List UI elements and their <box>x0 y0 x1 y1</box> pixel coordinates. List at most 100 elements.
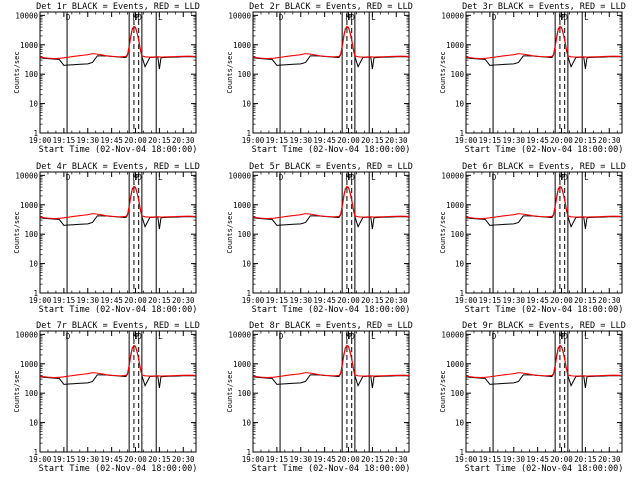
lld-line <box>252 25 410 60</box>
y-axis-label: Counts/sec <box>439 370 447 412</box>
y-tick-label: 10000 <box>15 171 38 180</box>
x-tick-label: 19:15 <box>53 136 76 145</box>
y-axis-label: Counts/sec <box>13 370 21 412</box>
x-tick-label: 20:30 <box>385 296 408 305</box>
y-tick-label: 100 <box>24 389 38 398</box>
plot-frame <box>252 171 410 294</box>
lld-line <box>39 185 197 220</box>
x-axis-label: Start Time (02-Nov-04 18:00:00) <box>465 145 624 155</box>
x-tick-label: 20:00 <box>337 296 360 305</box>
marker-letter: N <box>346 332 351 341</box>
panel-det-8: Det 8r BLACK = Events, RED = LLD 1 10 100 10… <box>226 321 413 474</box>
marker-letter: L <box>158 173 163 182</box>
x-tick-label: 20:15 <box>574 136 597 145</box>
marker-letter: D <box>350 332 355 341</box>
y-tick-label: 10 <box>455 100 465 109</box>
events-line <box>252 186 410 230</box>
marker-letter: D <box>492 332 497 341</box>
x-tick-label: 19:45 <box>526 136 549 145</box>
marker-letter: D <box>492 13 497 22</box>
x-axis-label: Start Time (02-Nov-04 18:00:00) <box>252 145 411 155</box>
x-tick-label: 19:30 <box>76 455 99 464</box>
x-tick-label: 19:15 <box>53 296 76 305</box>
x-tick-label: 20:00 <box>124 136 147 145</box>
y-tick-label: 1000 <box>233 201 252 210</box>
x-tick-label: 20:30 <box>598 296 621 305</box>
marker-letter: P <box>560 13 565 22</box>
x-axis-label: Start Time (02-Nov-04 18:00:00) <box>465 305 624 315</box>
marker-letter: D <box>350 13 355 22</box>
y-tick-label: 1 <box>459 129 464 138</box>
x-tick-label: 19:00 <box>455 296 478 305</box>
x-tick-label: 20:00 <box>124 455 147 464</box>
x-tick-label: 19:45 <box>100 455 123 464</box>
y-tick-label: 1 <box>33 448 38 457</box>
x-tick-label: 20:30 <box>172 455 195 464</box>
x-tick-label: 20:15 <box>361 455 384 464</box>
y-tick-label: 10 <box>29 100 39 109</box>
y-tick-label: 100 <box>450 230 464 239</box>
marker-letter: L <box>371 13 376 22</box>
marker-letter: P <box>347 13 352 22</box>
plot-frame <box>465 11 623 134</box>
x-axis-label: Start Time (02-Nov-04 18:00:00) <box>252 464 411 474</box>
plot-frame <box>252 330 410 453</box>
y-tick-label: 1 <box>33 129 38 138</box>
x-tick-label: 19:30 <box>502 296 525 305</box>
y-tick-label: 100 <box>24 70 38 79</box>
marker-letter: N <box>133 173 138 182</box>
plot-frame <box>39 171 197 294</box>
events-line <box>252 26 410 70</box>
x-tick-label: 20:15 <box>148 296 171 305</box>
events-line <box>465 186 623 230</box>
y-axis-label: Counts/sec <box>226 370 234 412</box>
y-tick-label: 10 <box>29 260 39 269</box>
marker-letter: L <box>584 173 589 182</box>
marker-letter: P <box>134 332 139 341</box>
x-tick-label: 19:30 <box>502 455 525 464</box>
marker-letter: P <box>560 173 565 182</box>
y-axis-label: Counts/sec <box>226 51 234 93</box>
x-tick-label: 19:30 <box>76 296 99 305</box>
x-axis-label: Start Time (02-Nov-04 18:00:00) <box>252 305 411 315</box>
panel-title: Det 4r BLACK = Events, RED = LLD <box>36 162 200 172</box>
x-tick-label: 19:30 <box>289 136 312 145</box>
x-tick-label: 19:15 <box>266 455 289 464</box>
x-tick-label: 20:30 <box>172 136 195 145</box>
x-tick-label: 19:45 <box>313 455 336 464</box>
x-tick-label: 20:30 <box>598 455 621 464</box>
x-tick-label: 19:45 <box>526 296 549 305</box>
x-axis-label: Start Time (02-Nov-04 18:00:00) <box>39 305 198 315</box>
y-tick-label: 1 <box>246 129 251 138</box>
plot-frame <box>465 330 623 453</box>
marker-letter: N <box>346 13 351 22</box>
x-tick-label: 19:00 <box>29 296 52 305</box>
events-line <box>39 345 197 389</box>
marker-letter: L <box>584 332 589 341</box>
x-tick-label: 19:00 <box>29 455 52 464</box>
y-tick-label: 1 <box>459 448 464 457</box>
panel-title: Det 2r BLACK = Events, RED = LLD <box>249 2 413 12</box>
x-tick-label: 20:30 <box>385 136 408 145</box>
marker-letter: N <box>133 13 138 22</box>
marker-letter: D <box>563 13 568 22</box>
x-tick-label: 19:00 <box>455 136 478 145</box>
y-axis-label: Counts/sec <box>439 51 447 93</box>
y-tick-label: 1000 <box>20 41 39 50</box>
y-tick-label: 10 <box>242 100 252 109</box>
x-tick-label: 19:00 <box>455 455 478 464</box>
y-tick-label: 1000 <box>233 41 252 50</box>
marker-letter: P <box>134 13 139 22</box>
x-tick-label: 20:15 <box>361 136 384 145</box>
x-tick-label: 19:15 <box>53 455 76 464</box>
plot-frame <box>39 330 197 453</box>
y-tick-label: 10000 <box>441 330 464 339</box>
panel-det-4: Det 4r BLACK = Events, RED = LLD 1 10 100 10… <box>13 162 200 315</box>
panel-title: Det 7r BLACK = Events, RED = LLD <box>36 321 200 331</box>
y-axis-label: Counts/sec <box>226 211 234 253</box>
x-tick-label: 19:30 <box>502 136 525 145</box>
x-axis-label: Start Time (02-Nov-04 18:00:00) <box>465 464 624 474</box>
x-tick-label: 19:30 <box>76 136 99 145</box>
lld-line <box>465 25 623 60</box>
